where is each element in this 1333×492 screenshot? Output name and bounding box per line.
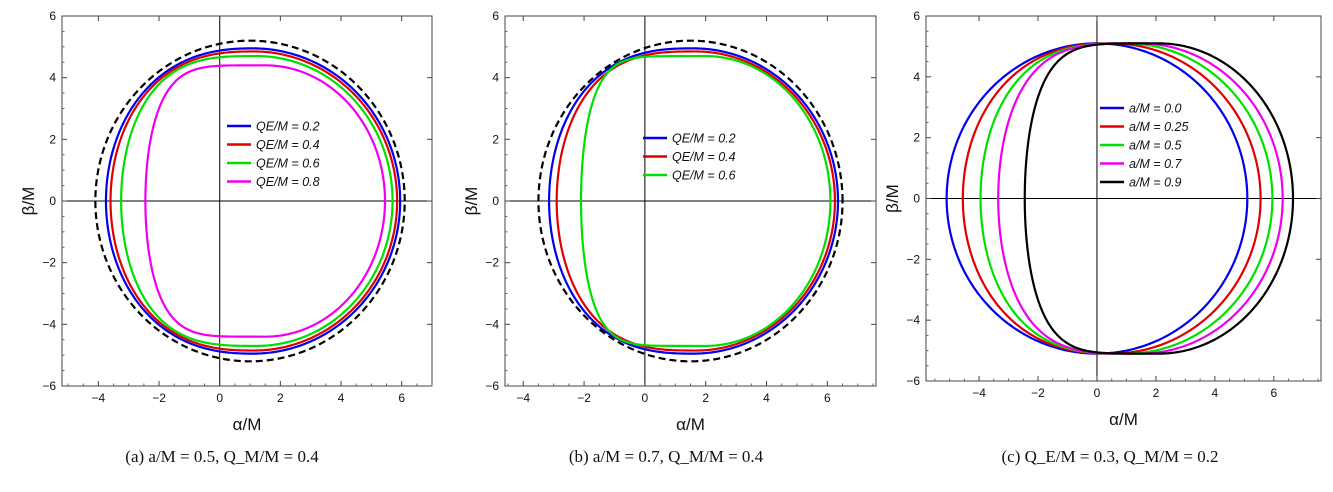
x-tick-label: 2 bbox=[277, 391, 284, 405]
legend-label: a/M = 0.25 bbox=[1129, 120, 1188, 134]
series-line-limit bbox=[537, 39, 844, 363]
series-line bbox=[109, 50, 399, 352]
x-axis-label: α/M bbox=[676, 415, 705, 434]
series-line bbox=[1023, 42, 1295, 355]
panel-b: −4 −2 0 2 4 6 −6 −4 −2 0 2 4 6 α/M β/M QE/M = 0.2 QE/M =… bbox=[444, 0, 888, 492]
legend-label: QE/M = 0.4 bbox=[672, 150, 736, 164]
chart-a-svg: −4 −2 0 2 4 6 −6 −4 −2 0 2 4 6 α/M β/M QE/M = 0.2 QE/M =… bbox=[19, 9, 433, 434]
y-tick-label: 0 bbox=[492, 194, 499, 208]
y-tick-label: 6 bbox=[913, 9, 920, 23]
series-line bbox=[555, 50, 837, 352]
y-tick-label: 4 bbox=[49, 71, 56, 85]
legend-label: a/M = 0.7 bbox=[1129, 157, 1183, 171]
x-axis-label: α/M bbox=[1109, 410, 1138, 429]
y-tick-label: 6 bbox=[49, 9, 56, 23]
y-tick-label: −6 bbox=[485, 379, 499, 393]
x-tick-label: 2 bbox=[1153, 386, 1160, 400]
y-tick-label: 0 bbox=[913, 192, 920, 206]
x-tick-label: 2 bbox=[702, 391, 709, 405]
chart-c-svg: −4 −2 0 2 4 6 −6 −4 −2 0 2 4 6 α/M β/M a/M = 0.0 a/M = 0… bbox=[883, 9, 1322, 429]
y-tick-label: −4 bbox=[485, 317, 499, 331]
y-tick-label: −6 bbox=[906, 374, 920, 388]
x-tick-label: −2 bbox=[577, 391, 591, 405]
panel-c: −4 −2 0 2 4 6 −6 −4 −2 0 2 4 6 α/M β/M a/M = 0.0 a/M = 0… bbox=[883, 0, 1332, 492]
y-tick-label: −2 bbox=[906, 252, 920, 266]
x-tick-label: 6 bbox=[398, 391, 405, 405]
series-line bbox=[104, 47, 402, 355]
legend-label: QE/M = 0.8 bbox=[256, 175, 320, 189]
legend-label: a/M = 0.9 bbox=[1129, 176, 1182, 190]
x-tick-label: −4 bbox=[516, 391, 530, 405]
legend-label: QE/M = 0.2 bbox=[672, 132, 736, 146]
legend-label: QE/M = 0.2 bbox=[256, 120, 320, 134]
series-line bbox=[979, 42, 1274, 355]
series-line-limit bbox=[94, 39, 406, 363]
x-tick-label: −2 bbox=[1031, 386, 1045, 400]
y-axis-label: β/M bbox=[462, 187, 481, 216]
x-tick-label: 0 bbox=[1094, 386, 1101, 400]
y-tick-label: 2 bbox=[913, 131, 920, 145]
y-tick-label: −6 bbox=[42, 379, 56, 393]
y-axis-label: β/M bbox=[19, 187, 38, 216]
series-line bbox=[579, 54, 832, 348]
y-tick-label: 2 bbox=[49, 132, 56, 146]
series-line bbox=[961, 42, 1262, 355]
series-line bbox=[120, 54, 394, 348]
legend-label: QE/M = 0.4 bbox=[256, 138, 320, 152]
caption-c: (c) Q_E/M = 0.3, Q_M/M = 0.2 bbox=[1001, 447, 1219, 466]
x-tick-label: −2 bbox=[152, 391, 166, 405]
x-tick-label: 6 bbox=[824, 391, 831, 405]
y-axis-label: β/M bbox=[883, 184, 902, 213]
y-tick-label: 2 bbox=[492, 132, 499, 146]
panel-a: −4 −2 0 2 4 6 −6 −4 −2 0 2 4 6 α/M β/M QE/M = 0.2 QE/M =… bbox=[0, 0, 444, 492]
x-tick-label: 0 bbox=[216, 391, 223, 405]
x-tick-label: 4 bbox=[1212, 386, 1219, 400]
legend-label: QE/M = 0.6 bbox=[672, 169, 736, 183]
legend-label: a/M = 0.0 bbox=[1129, 102, 1182, 116]
legend-label: a/M = 0.5 bbox=[1129, 139, 1182, 153]
x-tick-label: −4 bbox=[92, 391, 106, 405]
x-tick-label: 6 bbox=[1270, 386, 1277, 400]
legend-label: QE/M = 0.6 bbox=[256, 157, 320, 171]
caption-a: (a) a/M = 0.5, Q_M/M = 0.4 bbox=[125, 447, 319, 466]
y-tick-label: 6 bbox=[492, 9, 499, 23]
x-axis-label: α/M bbox=[233, 415, 262, 434]
x-tick-label: 4 bbox=[338, 391, 345, 405]
y-tick-label: −2 bbox=[485, 256, 499, 270]
series-line bbox=[547, 47, 840, 355]
y-tick-label: 4 bbox=[913, 70, 920, 84]
y-tick-label: −4 bbox=[42, 317, 56, 331]
series-line bbox=[945, 42, 1249, 355]
series-line bbox=[144, 64, 387, 338]
x-tick-label: 4 bbox=[763, 391, 770, 405]
y-tick-label: 0 bbox=[49, 194, 56, 208]
x-tick-label: −4 bbox=[972, 386, 986, 400]
y-tick-label: −2 bbox=[42, 256, 56, 270]
y-tick-label: −4 bbox=[906, 313, 920, 327]
caption-b: (b) a/M = 0.7, Q_M/M = 0.4 bbox=[568, 447, 764, 466]
x-tick-label: 0 bbox=[642, 391, 649, 405]
series-line bbox=[997, 42, 1284, 355]
y-tick-label: 4 bbox=[492, 71, 499, 85]
chart-b-svg: −4 −2 0 2 4 6 −6 −4 −2 0 2 4 6 α/M β/M QE/M = 0.2 QE/M =… bbox=[462, 9, 877, 434]
